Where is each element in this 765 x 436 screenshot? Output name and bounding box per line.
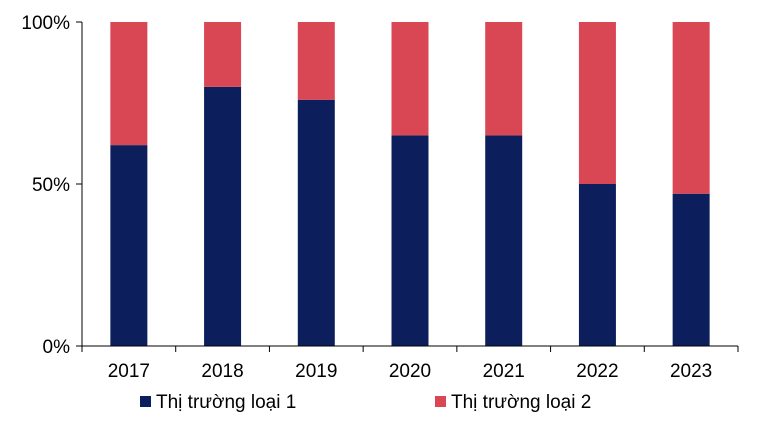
x-tick-label-2017: 2017 [108, 361, 150, 382]
bar-2023-series-1 [672, 193, 710, 346]
x-tick-label-2018: 2018 [201, 361, 243, 382]
x-tick-label-2023: 2023 [670, 361, 712, 382]
legend-swatch-series-2 [435, 396, 446, 407]
bar-2020-series-2 [391, 22, 429, 136]
axes-layer [76, 21, 739, 352]
bar-2017-series-1 [110, 145, 148, 346]
legend-label-series-2: Thị trường loại 2 [451, 392, 591, 413]
y-tick-label-100: 100% [21, 13, 70, 34]
bar-2018-series-2 [204, 22, 242, 87]
y-tick-label-50: 50% [32, 175, 70, 196]
bar-2019-series-1 [297, 99, 335, 346]
bar-2018-series-1 [204, 86, 242, 347]
bar-2022-series-2 [578, 22, 616, 184]
bar-2021-series-2 [485, 22, 523, 136]
x-tick-label-2020: 2020 [389, 361, 431, 382]
bar-2020-series-1 [391, 135, 429, 346]
bar-2023-series-2 [672, 22, 710, 194]
x-tick-label-2021: 2021 [483, 361, 525, 382]
bars-layer [110, 22, 710, 347]
bar-2021-series-1 [485, 135, 523, 346]
bar-2017-series-2 [110, 22, 148, 146]
legend: Thị trường loại 1 Thị trường loại 2 [140, 392, 591, 413]
bar-2022-series-1 [578, 184, 616, 346]
labels-layer: 0% 50% 100% 2017 2018 2019 2020 2021 2022 2023 [21, 13, 712, 382]
legend-label-series-1: Thị trường loại 1 [156, 392, 296, 413]
x-tick-label-2019: 2019 [295, 361, 337, 382]
y-tick-label-0: 0% [43, 337, 71, 358]
legend-swatch-series-1 [140, 396, 151, 407]
bar-2019-series-2 [297, 22, 335, 100]
x-tick-label-2022: 2022 [576, 361, 618, 382]
